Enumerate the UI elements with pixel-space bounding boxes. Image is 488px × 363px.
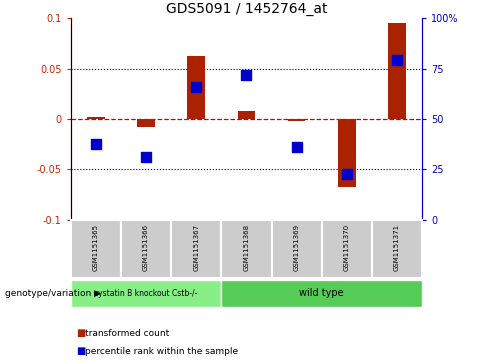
Text: transformed count: transformed count xyxy=(85,329,170,338)
Text: ■: ■ xyxy=(76,346,85,356)
Bar xyxy=(137,119,155,127)
Text: GSM1151368: GSM1151368 xyxy=(244,224,249,271)
Bar xyxy=(372,220,422,278)
Bar xyxy=(87,117,104,119)
Bar xyxy=(271,220,322,278)
Bar xyxy=(388,23,406,119)
Point xyxy=(343,171,351,177)
Text: GSM1151366: GSM1151366 xyxy=(143,224,149,271)
Text: GSM1151369: GSM1151369 xyxy=(294,224,300,271)
Point xyxy=(192,84,200,90)
Bar xyxy=(171,220,222,278)
Bar xyxy=(322,220,372,278)
Text: GSM1151365: GSM1151365 xyxy=(93,224,99,271)
Text: genotype/variation ▶: genotype/variation ▶ xyxy=(5,289,101,298)
Bar xyxy=(238,111,255,119)
Text: percentile rank within the sample: percentile rank within the sample xyxy=(85,347,239,355)
Bar xyxy=(121,220,171,278)
Title: GDS5091 / 1452764_at: GDS5091 / 1452764_at xyxy=(166,2,327,16)
Text: ■: ■ xyxy=(76,328,85,338)
Text: GSM1151367: GSM1151367 xyxy=(193,224,199,271)
Bar xyxy=(222,220,271,278)
Point xyxy=(293,144,301,150)
Bar xyxy=(71,280,222,307)
Text: GSM1151371: GSM1151371 xyxy=(394,224,400,271)
Bar xyxy=(288,119,305,121)
Point xyxy=(243,72,250,77)
Point xyxy=(142,154,150,160)
Text: cystatin B knockout Cstb-/-: cystatin B knockout Cstb-/- xyxy=(94,289,198,298)
Point xyxy=(393,58,401,64)
Bar xyxy=(338,119,356,187)
Bar xyxy=(71,220,121,278)
Text: wild type: wild type xyxy=(300,288,344,298)
Text: GSM1151370: GSM1151370 xyxy=(344,224,350,271)
Bar xyxy=(187,56,205,119)
Bar xyxy=(222,280,422,307)
Point xyxy=(92,141,100,147)
